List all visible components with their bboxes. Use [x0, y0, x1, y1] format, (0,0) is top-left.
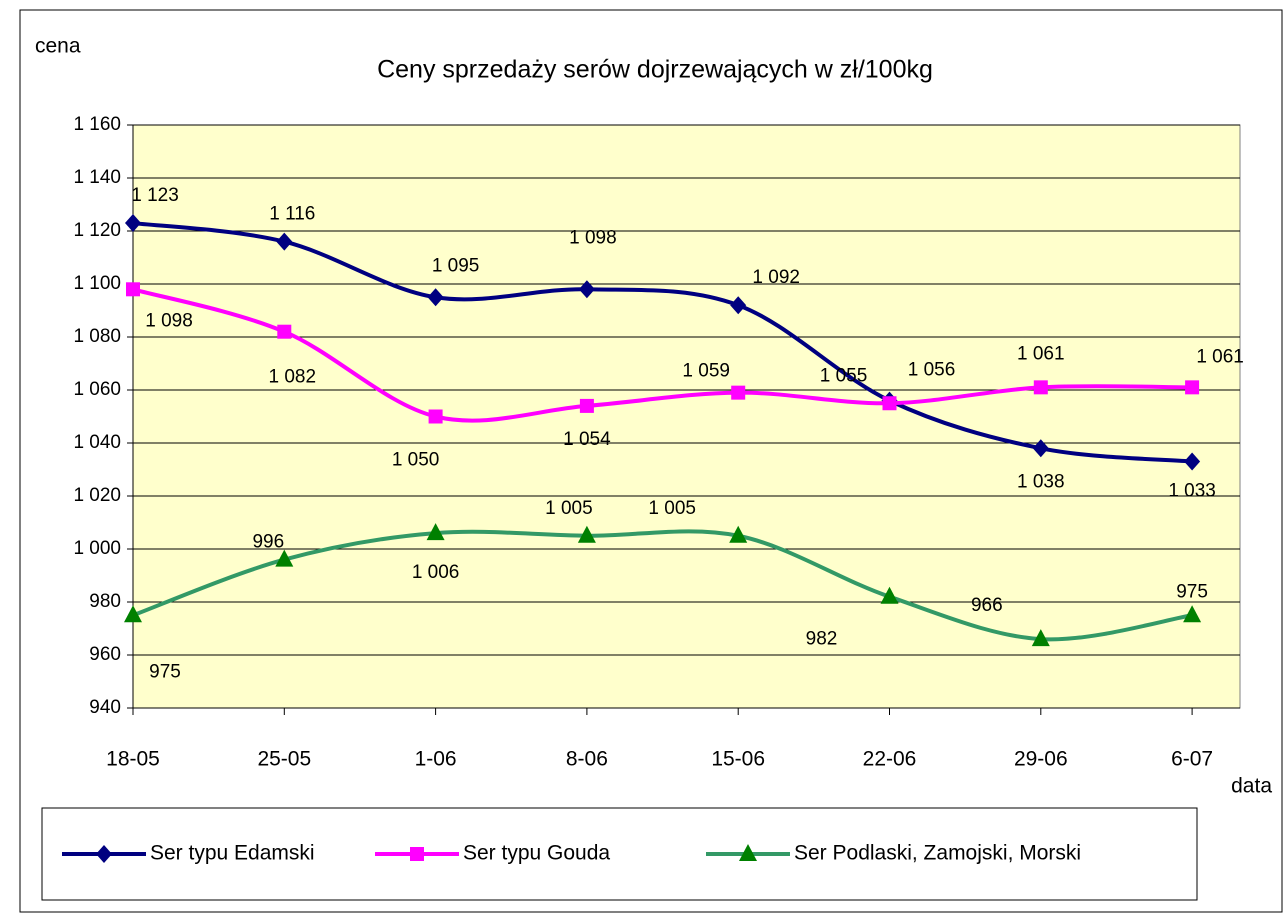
- data-label: 996: [252, 532, 284, 553]
- legend-label: Ser Podlaski, Zamojski, Morski: [794, 842, 1081, 865]
- data-label: 1 095: [432, 255, 480, 276]
- series-line: [132, 529, 1193, 642]
- marker-square: [1033, 380, 1048, 395]
- data-label: 975: [149, 661, 181, 682]
- x-tick-label: 18-05: [106, 748, 160, 771]
- y-tick-label: 1 040: [73, 432, 121, 453]
- legend-marker: [739, 844, 757, 861]
- data-label: 1 092: [752, 267, 800, 288]
- chart-title: Ceny sprzedaży serów dojrzewających w zł…: [377, 56, 933, 84]
- y-tick-label: 1 020: [73, 485, 121, 506]
- x-tick-label: 25-05: [257, 748, 311, 771]
- y-axis-label: cena: [35, 35, 81, 58]
- marker-square: [579, 398, 594, 413]
- x-tick-label: 8-06: [566, 748, 608, 771]
- y-tick-label: 1 060: [73, 379, 121, 400]
- marker-diamond: [1184, 452, 1201, 471]
- data-label: 1 006: [412, 562, 460, 583]
- marker-diamond: [427, 288, 444, 307]
- y-tick-label: 1 100: [73, 273, 121, 294]
- data-label: 1 061: [1017, 343, 1065, 364]
- y-tick-label: 1 120: [73, 220, 121, 241]
- data-label: 1 054: [563, 429, 611, 450]
- data-label: 1 098: [569, 227, 617, 248]
- marker-triangle: [880, 586, 899, 604]
- marker-diamond: [578, 280, 595, 299]
- marker-triangle: [275, 549, 294, 567]
- marker-square: [1185, 380, 1200, 395]
- y-tick-label: 1 140: [73, 167, 121, 188]
- x-tick-label: 29-06: [1014, 748, 1068, 771]
- series-line: [132, 221, 1193, 464]
- x-tick-label: 15-06: [711, 748, 765, 771]
- marker-diamond: [125, 214, 141, 233]
- marker-triangle: [729, 525, 748, 543]
- data-label: 1 061: [1196, 346, 1244, 367]
- data-label: 1 055: [820, 365, 868, 386]
- data-label: 1 050: [392, 450, 440, 471]
- y-tick-label: 1 000: [73, 538, 121, 559]
- marker-triangle: [426, 523, 445, 541]
- data-label: 1 098: [145, 310, 193, 331]
- data-label: 1 059: [682, 361, 730, 382]
- legend-marker: [96, 845, 112, 863]
- marker-square: [731, 385, 746, 400]
- legend: [41, 807, 1198, 901]
- marker-square: [126, 282, 140, 297]
- data-label: 1 038: [1017, 471, 1065, 492]
- series-line: [132, 287, 1193, 423]
- y-tick-label: 1 080: [73, 326, 121, 347]
- marker-diamond: [276, 232, 293, 251]
- marker-diamond: [730, 296, 747, 315]
- y-tick-label: 940: [89, 697, 121, 718]
- data-label: 1 056: [908, 360, 956, 381]
- data-label: 1 033: [1168, 481, 1216, 502]
- marker-triangle: [1031, 629, 1050, 647]
- marker-square: [277, 324, 292, 339]
- data-label: 975: [1176, 581, 1208, 602]
- data-label: 1 005: [545, 498, 593, 519]
- marker-triangle: [577, 525, 596, 543]
- legend-label: Ser typu Edamski: [150, 842, 315, 865]
- marker-triangle: [1183, 605, 1202, 623]
- data-label: 1 005: [648, 498, 696, 519]
- data-label: 966: [971, 595, 1003, 616]
- plot-area: [132, 124, 1241, 709]
- y-tick-label: 960: [89, 644, 121, 665]
- legend-label: Ser typu Gouda: [463, 842, 610, 865]
- marker-diamond: [1032, 439, 1049, 458]
- marker-square: [428, 409, 443, 424]
- data-label: 982: [806, 629, 838, 650]
- y-tick-label: 1 160: [73, 114, 121, 135]
- marker-square: [882, 396, 897, 411]
- data-label: 1 116: [269, 204, 315, 225]
- y-tick-label: 980: [89, 591, 121, 612]
- legend-marker: [410, 847, 424, 861]
- x-tick-label: 22-06: [863, 748, 917, 771]
- x-axis-label: data: [1231, 775, 1272, 798]
- x-tick-label: 6-07: [1171, 748, 1213, 771]
- marker-triangle: [124, 605, 142, 623]
- data-label: 1 082: [269, 367, 317, 388]
- data-label: 1 123: [131, 185, 179, 206]
- x-tick-label: 1-06: [415, 748, 457, 771]
